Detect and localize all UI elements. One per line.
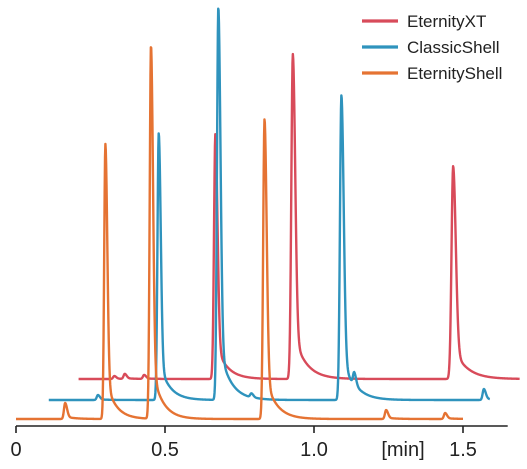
legend-label-eternityxt: EternityXT <box>407 12 486 31</box>
x-tick-label: 1.5 <box>449 439 477 461</box>
x-axis: 0 0.5 1.0 1.5 [min] <box>10 425 508 461</box>
legend-label-eternityshell: EternityShell <box>407 64 502 83</box>
x-tick-label: 0 <box>10 439 21 461</box>
series-line-eternityshell <box>15 46 464 421</box>
legend-label-classicshell: ClassicShell <box>407 38 500 57</box>
plot-area: 0 0.5 1.0 1.5 [min] <box>10 7 521 461</box>
legend: EternityXT ClassicShell EternityShell <box>362 12 502 83</box>
x-tick-label: 1.0 <box>300 439 328 461</box>
series-layer <box>15 7 521 421</box>
x-tick-label: 0.5 <box>151 439 179 461</box>
series-line-eternityxt <box>77 52 521 381</box>
x-axis-label: [min] <box>381 439 424 461</box>
x-ticks: 0 0.5 1.0 1.5 <box>10 426 477 461</box>
series-line-classicshell <box>47 7 491 402</box>
